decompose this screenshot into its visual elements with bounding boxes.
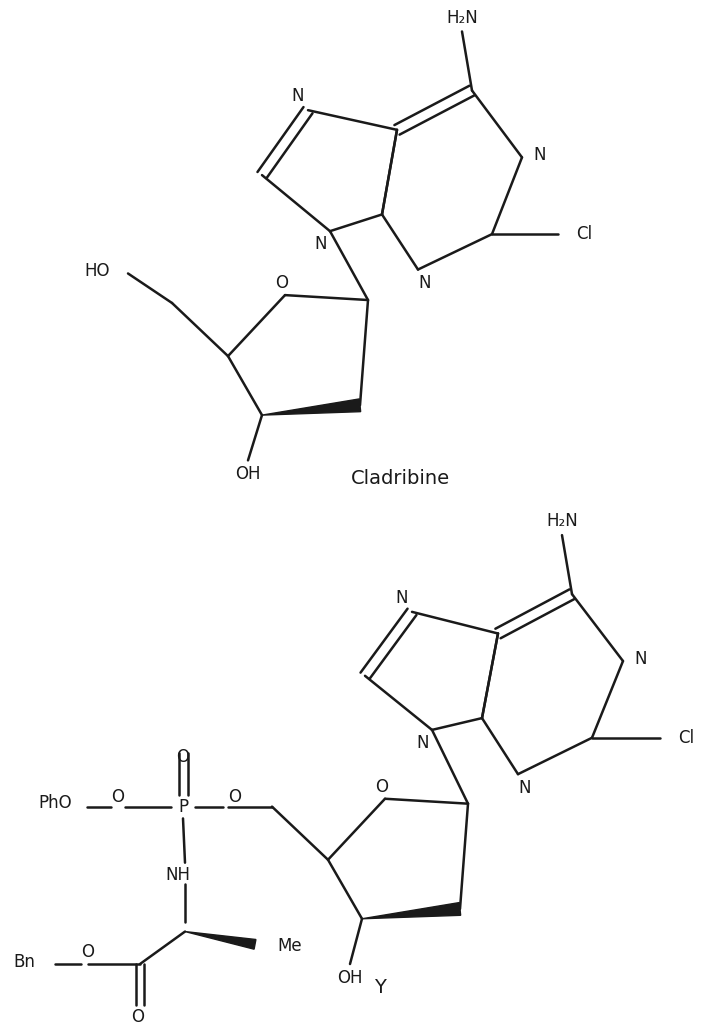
Text: O: O: [82, 943, 95, 962]
Text: NH: NH: [165, 865, 190, 884]
Polygon shape: [262, 399, 361, 415]
Text: O: O: [112, 787, 125, 806]
Text: H₂N: H₂N: [546, 512, 578, 530]
Text: O: O: [276, 274, 289, 292]
Text: OH: OH: [236, 465, 261, 483]
Polygon shape: [185, 932, 256, 949]
Text: O: O: [375, 778, 389, 796]
Text: OH: OH: [337, 969, 363, 987]
Text: Me: Me: [277, 937, 301, 955]
Text: HO: HO: [84, 262, 110, 281]
Text: N: N: [291, 87, 304, 105]
Text: Cl: Cl: [576, 225, 592, 243]
Text: N: N: [315, 234, 327, 253]
Text: Bn: Bn: [13, 953, 35, 971]
Text: H₂N: H₂N: [446, 9, 478, 27]
Text: P: P: [178, 798, 188, 816]
Text: O: O: [228, 787, 241, 806]
Text: N: N: [396, 589, 408, 607]
Text: O: O: [132, 1009, 145, 1024]
Text: N: N: [519, 779, 531, 797]
Text: O: O: [177, 749, 190, 766]
Text: Y: Y: [374, 978, 386, 997]
Text: N: N: [417, 733, 430, 752]
Text: Cl: Cl: [678, 729, 694, 746]
Text: PhO: PhO: [39, 794, 72, 812]
Text: N: N: [635, 650, 647, 668]
Text: Cladribine: Cladribine: [350, 469, 450, 487]
Text: N: N: [533, 146, 546, 165]
Polygon shape: [362, 902, 460, 919]
Text: N: N: [419, 274, 431, 292]
